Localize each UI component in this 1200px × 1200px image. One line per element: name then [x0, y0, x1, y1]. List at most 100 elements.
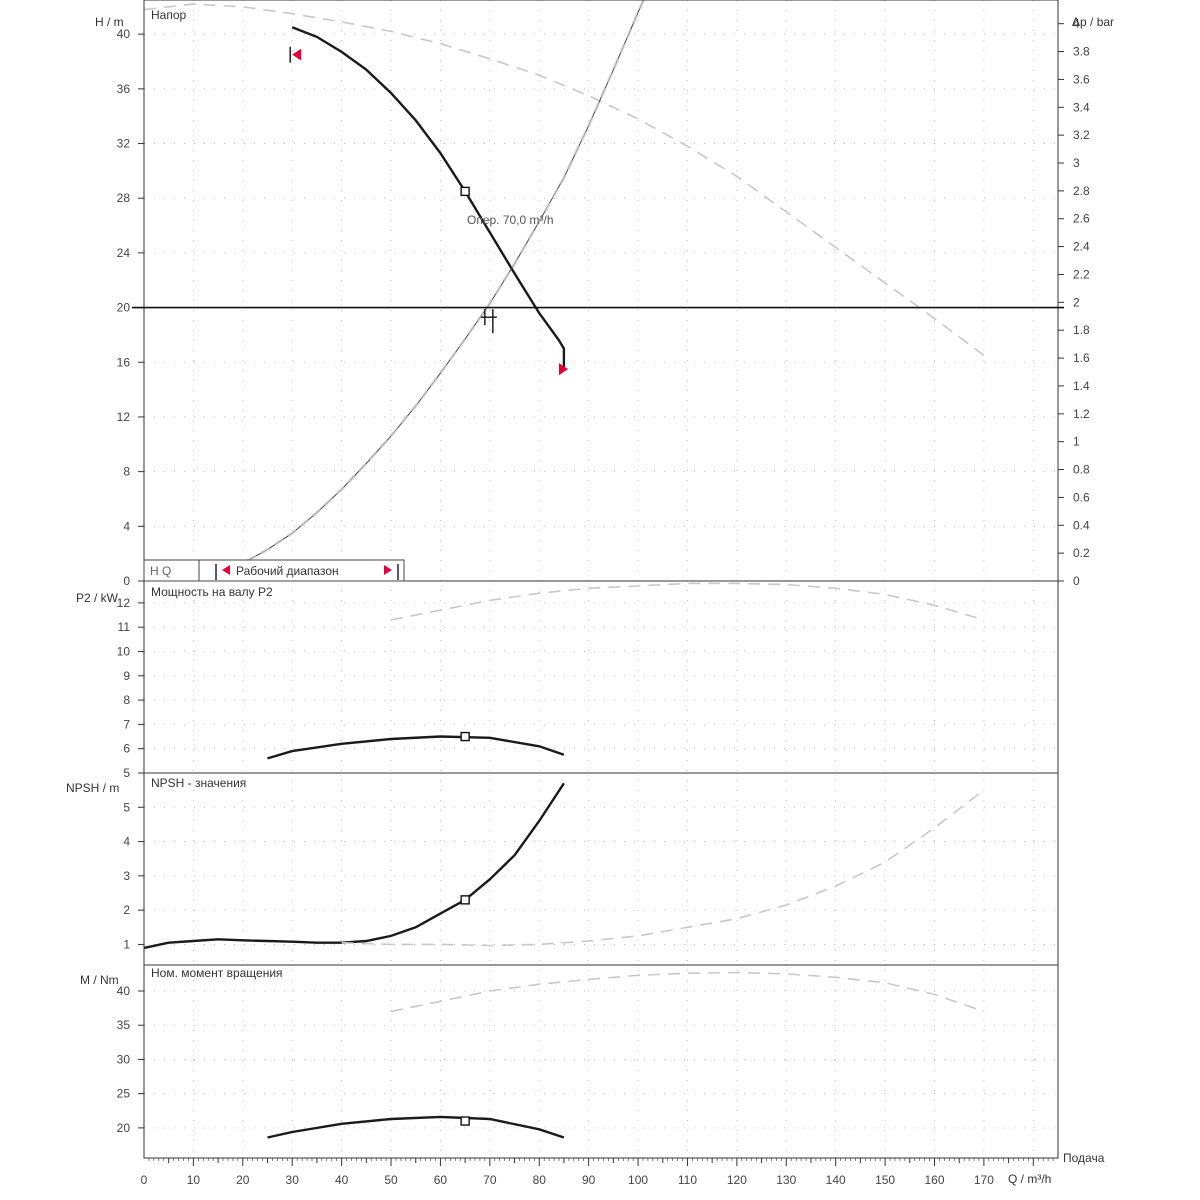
pressure-tick-label: 0.6	[1073, 490, 1090, 504]
torque-operating-point	[460, 1116, 470, 1126]
head-y-tick-label: 8	[123, 465, 130, 479]
x-tick-label: 20	[236, 1173, 250, 1187]
pressure-tick-label: 0.8	[1073, 463, 1090, 477]
npsh-main-curve	[143, 782, 565, 950]
pressure-tick-label: 1.8	[1073, 323, 1090, 337]
x-tick-label: 90	[582, 1173, 596, 1187]
npsh-y-axis-label: NPSH / m	[66, 781, 119, 795]
pressure-tick-label: 1	[1073, 435, 1080, 449]
x-tick-label: 80	[533, 1173, 547, 1187]
pressure-tick-label: 0	[1073, 574, 1080, 588]
x-tick-label: 50	[384, 1173, 398, 1187]
npsh-y-tick-label: 3	[123, 869, 130, 883]
pressure-tick-label: 3.8	[1073, 45, 1090, 59]
legend-frame	[143, 559, 405, 582]
npsh-y-tick-label: 5	[123, 800, 130, 814]
curve-layer	[143, 0, 985, 1139]
head-y-axis-label: H / m	[95, 15, 124, 29]
x-axis-caption: Подача	[1063, 1151, 1105, 1165]
torque-y-tick-label: 40	[117, 984, 131, 998]
x-tick-label: 40	[335, 1173, 349, 1187]
head-y-tick-label: 0	[123, 574, 130, 588]
pressure-tick-label: 1.6	[1073, 351, 1090, 365]
power-y-tick-label: 9	[123, 669, 130, 683]
torque-secondary-curve	[390, 971, 985, 1013]
x-tick-label: 130	[776, 1173, 796, 1187]
pressure-tick-label: 2.4	[1073, 240, 1090, 254]
pressure-tick-label: 4.2	[1073, 0, 1090, 3]
x-axis-label: Q / m³/h	[1008, 1172, 1051, 1186]
head-main-curve	[291, 26, 566, 370]
x-tick-label: 110	[678, 1173, 697, 1187]
head-y-tick-label: 12	[117, 410, 131, 424]
head-y-tick-label: 16	[117, 355, 131, 369]
pressure-tick-label: 3.2	[1073, 128, 1090, 142]
pressure-tick-label: 4	[1073, 17, 1080, 31]
torque-y-tick-label: 25	[117, 1087, 131, 1101]
power-y-tick-label: 12	[117, 596, 131, 610]
legend-arrow-right-icon	[384, 565, 392, 575]
power-y-tick-label: 6	[123, 742, 130, 756]
npsh-y-tick-label: 1	[123, 937, 130, 951]
head-y-tick-label: 4	[123, 519, 130, 533]
power-secondary-curve	[390, 582, 985, 621]
pressure-tick-label: 3.6	[1073, 72, 1090, 86]
x-tick-label: 160	[924, 1173, 944, 1187]
pressure-tick-label: 2.8	[1073, 184, 1090, 198]
torque-y-axis-label: M / Nm	[80, 973, 119, 987]
head-y-tick-label: 32	[117, 137, 131, 151]
x-tick-label: 120	[727, 1173, 747, 1187]
x-tick-label: 70	[483, 1173, 497, 1187]
x-tick-label: 140	[826, 1173, 846, 1187]
pressure-tick-label: 0.4	[1073, 518, 1090, 532]
torque-y-tick-label: 30	[117, 1052, 131, 1066]
torque-main-curve	[267, 1115, 565, 1139]
range-start-arrow-icon	[292, 48, 302, 61]
x-tick-label: 150	[875, 1173, 895, 1187]
npsh-secondary-curve	[341, 789, 985, 947]
x-tick-label: 170	[974, 1173, 994, 1187]
head-secondary-curve	[143, 3, 985, 357]
power-y-tick-label: 8	[123, 693, 130, 707]
x-tick-label: 30	[286, 1173, 300, 1187]
pressure-tick-label: 1.2	[1073, 407, 1090, 421]
head-y-tick-label: 20	[117, 301, 131, 315]
pressure-tick-label: 2	[1073, 295, 1080, 309]
text-layer: 0 10 20 30 40 50 60 70 80 90 100 110 120 130 140 150 160…	[117, 0, 1090, 1187]
power-y-axis-label: P2 / kW	[76, 591, 119, 605]
pressure-tick-label: 1.4	[1073, 379, 1090, 393]
x-tick-label: 60	[434, 1173, 448, 1187]
pressure-tick-label: 3.4	[1073, 100, 1090, 114]
legend-left-text: Н Q	[150, 564, 171, 578]
npsh-y-tick-label: 4	[123, 835, 130, 849]
operating-point-annotation: Опер. 70,0 m³/h	[467, 213, 554, 227]
head-y-tick-label: 36	[117, 82, 131, 96]
legend-arrow-left-icon	[222, 565, 230, 575]
npsh-panel-title: NPSH - значения	[151, 776, 246, 790]
npsh-y-tick-label: 2	[123, 903, 130, 917]
head-y-tick-label: 28	[117, 191, 131, 205]
head-y-tick-label: 40	[117, 27, 131, 41]
head-y-tick-label: 24	[117, 246, 131, 260]
pressure-tick-label: 0.2	[1073, 546, 1090, 560]
legend: Н Q Рабочий диапазон	[143, 559, 405, 582]
pressure-tick-label: 3	[1073, 156, 1080, 170]
head-operating-point	[460, 186, 470, 197]
power-y-tick-label: 7	[123, 717, 130, 731]
legend-range-text: Рабочий диапазон	[236, 564, 339, 578]
power-panel-title: Мощность на валу P2	[151, 585, 273, 599]
system-curve-shadow	[217, 0, 646, 576]
x-tick-label: 10	[187, 1173, 201, 1187]
x-tick-label: 0	[141, 1173, 148, 1187]
pressure-tick-label: 2.2	[1073, 267, 1090, 281]
x-tick-label: 100	[628, 1173, 648, 1187]
power-y-tick-label: 11	[118, 620, 131, 634]
torque-panel-title: Ном. момент вращения	[151, 966, 283, 980]
power-operating-point	[460, 731, 470, 742]
power-main-curve	[267, 735, 565, 760]
torque-y-tick-label: 35	[117, 1018, 131, 1032]
power-y-tick-label: 10	[117, 644, 131, 658]
power-y-tick-label: 5	[123, 766, 130, 780]
